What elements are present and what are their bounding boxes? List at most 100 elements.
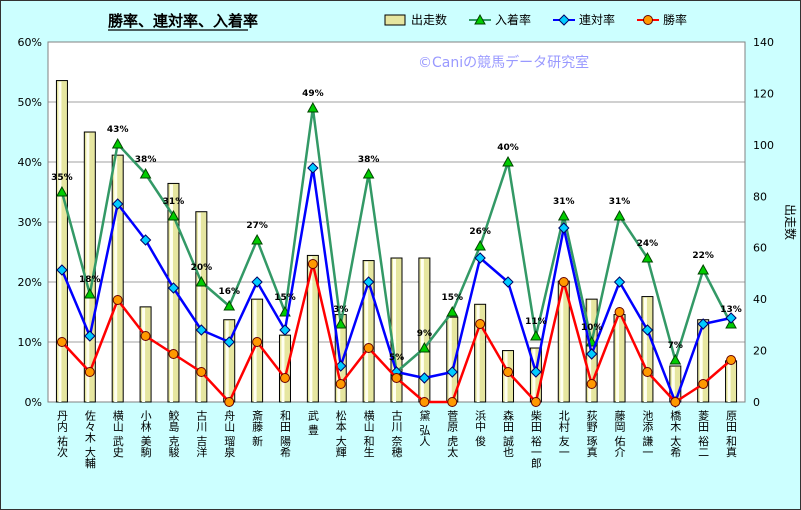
x-tick-label: 浜中 俊 (474, 410, 487, 447)
marker-triangle (83, 287, 96, 299)
x-tick-label: 古川 吉洋 (195, 410, 208, 458)
marker-circle (84, 367, 95, 377)
marker-circle (530, 397, 541, 407)
bar-highlight (671, 367, 675, 402)
y-right-tick-label: 100 (753, 139, 774, 152)
data-label: 31% (163, 197, 185, 207)
data-label: 35% (51, 173, 73, 183)
x-tick-label: 古川 奈穂 (390, 410, 403, 458)
bar-starts (55, 80, 68, 403)
right-axis-label: 出走数 (783, 204, 798, 240)
marker-circle (475, 319, 486, 329)
bar-highlight (727, 361, 731, 402)
y-left-tick-label: 50% (18, 96, 42, 109)
marker-diamond (279, 324, 291, 336)
bar-starts (474, 303, 487, 403)
bar-highlight (420, 259, 424, 402)
marker-triangle (195, 275, 208, 287)
marker-diamond (446, 366, 458, 378)
marker-triangle (56, 185, 68, 197)
y-left-tick-label: 40% (18, 156, 42, 169)
x-tick-label: 和田 陽希 (278, 410, 291, 458)
x-tick-label: 橋木 太希 (669, 409, 682, 458)
y-right-tick-label: 40 (753, 293, 767, 306)
x-tick-label: 荻野 琢真 (585, 410, 598, 458)
marker-circle (168, 349, 179, 359)
bar-highlight (309, 256, 313, 402)
marker-circle (335, 379, 346, 389)
bar-highlight (58, 81, 62, 403)
x-tick-label: 菅原 虎太 (446, 410, 459, 458)
marker-circle (558, 277, 569, 287)
marker-triangle (251, 233, 263, 245)
bar-highlight (699, 320, 703, 402)
marker-circle (196, 367, 207, 377)
data-label: 26% (469, 227, 491, 237)
marker-diamond (139, 234, 152, 246)
chart-title: 勝率、連対率、入着率 (108, 12, 258, 30)
y-left-tick-label: 0% (25, 396, 42, 409)
marker-circle (363, 343, 374, 353)
data-label: 15% (274, 293, 296, 303)
marker-diamond (585, 348, 598, 360)
x-tick-label: 小林 美駒 (139, 410, 152, 458)
x-tick-label: 武 豊 (306, 410, 319, 436)
data-label: 9% (417, 329, 432, 339)
marker-circle (391, 373, 402, 383)
bar-starts (139, 306, 152, 403)
bar-highlight (197, 212, 201, 402)
bar-starts (278, 334, 291, 403)
marker-triangle (362, 167, 375, 179)
marker-triangle (446, 305, 459, 317)
marker-triangle (530, 329, 542, 341)
bar-highlight (253, 300, 257, 402)
x-tick-label: 森田 誠也 (502, 409, 515, 458)
data-label: 24% (637, 239, 659, 249)
y-right-tick-label: 0 (753, 396, 760, 409)
marker-diamond (362, 276, 375, 288)
marker-circle (447, 397, 458, 407)
marker-triangle (167, 209, 180, 221)
marker-circle (642, 367, 653, 377)
y-right-tick-label: 120 (753, 87, 774, 100)
marker-circle (586, 379, 597, 389)
y-right-tick-label: 80 (753, 190, 767, 203)
marker-triangle (669, 353, 682, 365)
marker-diamond (56, 264, 68, 276)
data-label: 40% (497, 143, 519, 153)
y-left-tick-label: 60% (18, 36, 42, 49)
bar-highlight (142, 307, 146, 402)
marker-circle (614, 307, 625, 317)
y-right-tick-label: 60 (753, 242, 767, 255)
marker-triangle (557, 209, 570, 221)
legend-label: 出走数 (411, 12, 447, 27)
x-tick-label: 松本 大輝 (334, 409, 347, 458)
data-label: 5% (389, 353, 404, 363)
data-label: 38% (358, 155, 380, 165)
data-label: 18% (79, 275, 101, 285)
y-right-tick-label: 20 (753, 345, 767, 358)
marker-diamond (418, 372, 431, 384)
x-tick-label: 池添 謙一 (641, 410, 654, 458)
marker-diamond (530, 366, 542, 378)
data-label: 27% (246, 221, 268, 231)
x-tick-label: 佐々木 大輔 (83, 409, 96, 469)
marker-triangle (474, 239, 486, 251)
marker-triangle (502, 155, 514, 167)
marker-diamond (223, 336, 235, 348)
marker-circle (670, 397, 681, 407)
bar-starts (111, 154, 124, 403)
x-tick-label: 横山 武史 (111, 409, 124, 458)
marker-circle (279, 373, 290, 383)
watermark-text: ©Caniの競馬データ研究室 (418, 54, 589, 71)
marker-circle (140, 331, 151, 341)
x-tick-label: 柴田 裕一郎 (529, 409, 542, 469)
marker-triangle (641, 251, 654, 263)
data-label: 49% (302, 89, 324, 99)
y-right-tick-label: 140 (753, 36, 774, 49)
marker-triangle (334, 317, 347, 329)
marker-diamond (251, 276, 263, 288)
data-label: 31% (609, 197, 631, 207)
legend-label: 連対率 (579, 12, 615, 27)
x-tick-label: 丹内 祐次 (55, 410, 68, 458)
